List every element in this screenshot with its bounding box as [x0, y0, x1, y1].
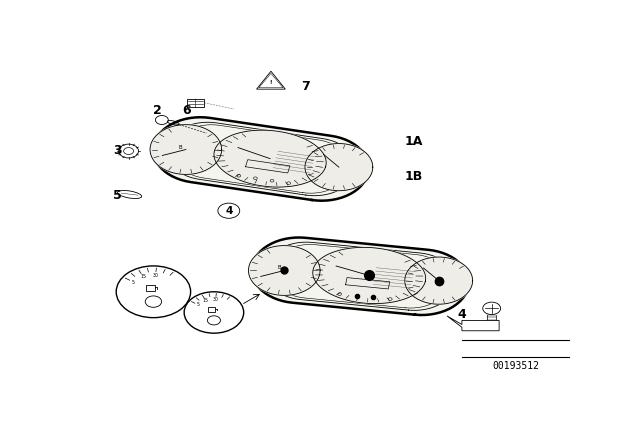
Polygon shape	[150, 125, 221, 174]
Text: 30: 30	[152, 272, 159, 277]
Bar	[208, 307, 215, 312]
Circle shape	[145, 296, 161, 307]
Polygon shape	[252, 237, 468, 315]
Text: 15: 15	[140, 274, 146, 279]
Text: 1A: 1A	[405, 135, 423, 148]
Text: B: B	[277, 266, 281, 271]
Polygon shape	[154, 117, 369, 201]
Text: !: !	[269, 80, 272, 86]
Text: 5: 5	[113, 189, 122, 202]
Text: 5: 5	[132, 280, 135, 284]
Text: 7: 7	[301, 80, 310, 93]
Text: B: B	[179, 145, 182, 150]
Text: 5: 5	[196, 302, 200, 307]
Polygon shape	[305, 143, 372, 191]
Polygon shape	[313, 247, 426, 304]
Text: 1B: 1B	[405, 170, 423, 183]
Text: 2: 2	[152, 104, 161, 117]
Circle shape	[184, 292, 244, 333]
Text: 3: 3	[113, 144, 122, 157]
Text: 4: 4	[458, 308, 467, 321]
Text: 15: 15	[203, 298, 209, 303]
Text: 6: 6	[182, 104, 191, 117]
Polygon shape	[447, 316, 499, 331]
Bar	[146, 284, 155, 291]
Polygon shape	[214, 130, 326, 187]
Polygon shape	[405, 257, 472, 304]
Text: 00193512: 00193512	[492, 362, 539, 371]
Text: 4: 4	[225, 206, 232, 216]
Text: 30: 30	[212, 297, 219, 302]
Circle shape	[116, 266, 191, 318]
Polygon shape	[248, 246, 320, 295]
Circle shape	[207, 316, 220, 325]
